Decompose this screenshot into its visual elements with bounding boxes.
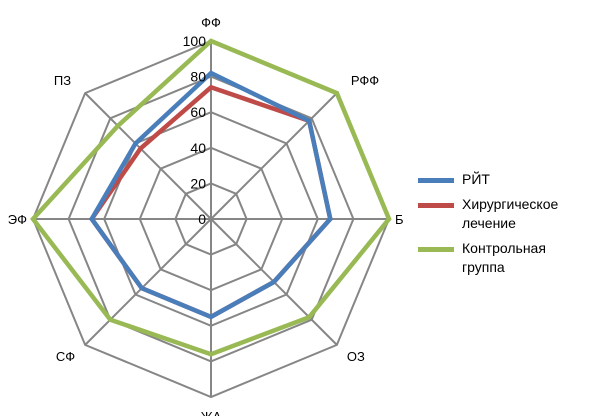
legend-item-surgery: Хирургическое лечение [418, 195, 592, 233]
category-label-6: ЭФ [8, 212, 27, 227]
legend-label-control: Контрольная группа [462, 240, 546, 275]
legend-item-control: Контрольная группа [418, 239, 592, 277]
category-label-3: ОЗ [347, 349, 365, 364]
tick-label-80: 80 [190, 69, 206, 85]
spoke-7 [84, 92, 212, 220]
spoke-5 [84, 218, 212, 346]
category-labels: ФФ РФФ Б ОЗ ЖА СФ ЭФ ПЗ [8, 15, 404, 416]
legend-swatch-rit [418, 178, 454, 183]
tick-label-60: 60 [190, 104, 206, 120]
legend: РЙТ Хирургическое лечение Контрольная гр… [418, 170, 592, 283]
spoke-1 [210, 92, 338, 220]
category-label-5: СФ [56, 349, 75, 364]
tick-label-0: 0 [198, 211, 206, 227]
legend-swatch-control [418, 247, 454, 252]
tick-label-100: 100 [183, 33, 207, 49]
series-line-0 [89, 70, 333, 320]
tick-label-40: 40 [190, 140, 206, 156]
category-label-0: ФФ [201, 15, 221, 30]
radar-series [30, 38, 392, 357]
legend-swatch-surgery [418, 203, 454, 208]
category-label-2: Б [395, 212, 404, 227]
category-label-1: РФФ [351, 73, 379, 88]
series-line-2 [30, 38, 392, 357]
legend-item-rit: РЙТ [418, 170, 592, 189]
legend-label-surgery: Хирургическое лечение [462, 196, 559, 231]
tick-label-20: 20 [190, 175, 206, 191]
radial-tick-labels: 0 20 40 60 80 100 [183, 33, 207, 227]
category-label-4: ЖА [201, 409, 222, 416]
legend-label-rit: РЙТ [462, 171, 490, 187]
category-label-7: ПЗ [54, 73, 71, 88]
